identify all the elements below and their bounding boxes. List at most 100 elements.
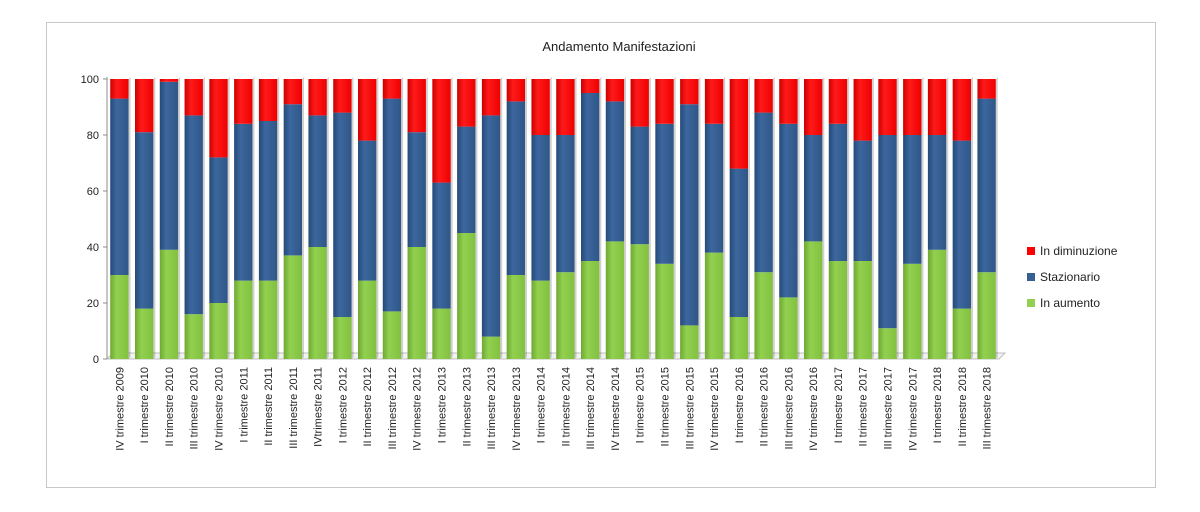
- bar-stazionario: [432, 182, 451, 309]
- bar-in-diminuzione: [556, 79, 575, 135]
- x-category-label: I trimestre 2011: [238, 367, 250, 443]
- bar-in-diminuzione: [828, 79, 848, 124]
- x-category-label: III trimestre 2018: [982, 367, 994, 450]
- x-category-label: II trimestre 2017: [858, 367, 870, 446]
- bar-side-edge: [500, 77, 503, 359]
- bar-stazionario: [655, 123, 674, 264]
- x-category-label: II trimestre 2018: [957, 367, 969, 446]
- bar-side-edge: [896, 77, 899, 359]
- bar-stazionario: [878, 135, 897, 329]
- bar-in-aumento: [630, 244, 649, 359]
- bar-stazionario: [457, 126, 476, 233]
- bar-in-diminuzione: [878, 79, 897, 135]
- bar-in-aumento: [432, 308, 451, 359]
- bar-in-diminuzione: [159, 79, 179, 82]
- legend-swatch-stazionario: [1027, 273, 1035, 281]
- bar-in-aumento: [531, 280, 550, 359]
- bar-in-diminuzione: [704, 79, 724, 124]
- bar-stazionario: [258, 121, 278, 281]
- bar-in-diminuzione: [234, 79, 253, 124]
- bar-side-edge: [822, 77, 825, 359]
- bar-side-edge: [797, 77, 800, 359]
- bar-stazionario: [209, 157, 228, 303]
- bar-side-edge: [748, 77, 750, 359]
- bar-stazionario: [704, 123, 724, 253]
- bar-stazionario: [184, 115, 203, 315]
- bar-in-aumento: [977, 272, 996, 359]
- bar-in-diminuzione: [457, 79, 476, 127]
- x-category-label: III trimestre 2010: [189, 367, 201, 450]
- bar-side-edge: [971, 77, 973, 359]
- bar-in-aumento: [407, 247, 426, 359]
- bar-side-edge: [425, 77, 428, 359]
- bar-in-aumento: [853, 261, 872, 359]
- x-category-label: I trimestre 2018: [932, 367, 944, 443]
- bar-stazionario: [779, 123, 798, 298]
- bar-in-diminuzione: [283, 79, 303, 105]
- x-category-label: IV trimestre 2017: [907, 367, 919, 451]
- bar-side-edge: [946, 77, 949, 359]
- x-category-label: I trimestre 2016: [734, 367, 746, 443]
- bar-in-diminuzione: [581, 79, 600, 93]
- chart-title: Andamento Manifestazioni: [542, 39, 695, 54]
- bar-in-aumento: [754, 272, 773, 359]
- bar-stazionario: [927, 135, 947, 250]
- bar-in-diminuzione: [779, 79, 798, 124]
- bar-stazionario: [234, 123, 253, 281]
- bar-side-edge: [178, 77, 181, 359]
- bar-in-diminuzione: [952, 79, 972, 141]
- y-tick-label: 100: [81, 74, 99, 86]
- bar-stazionario: [977, 98, 996, 273]
- x-category-labels: IV trimestre 2009 I trimestre 2010 II trim…: [114, 367, 993, 451]
- bar-side-edge: [401, 77, 404, 359]
- x-category-label: I trimestre 2017: [833, 367, 845, 443]
- y-tick-label: 40: [87, 242, 99, 254]
- x-category-label: IV trimestre 2012: [412, 367, 424, 451]
- chart-frame: Andamento Manifestazioni 0 20 40 60 80 100 IV…: [46, 22, 1156, 488]
- x-category-label: II trimestre 2013: [461, 367, 473, 446]
- legend: In diminuzione Stazionario In aumento: [1027, 244, 1118, 310]
- bar-stazionario: [680, 104, 699, 326]
- y-tick-label: 80: [87, 130, 99, 142]
- bar-in-aumento: [135, 308, 154, 359]
- bar-stazionario: [556, 135, 575, 273]
- bar-stazionario: [853, 140, 872, 261]
- bar-in-diminuzione: [382, 79, 402, 99]
- bar-in-aumento: [927, 249, 947, 359]
- x-category-label: IV trimestre 2010: [214, 367, 226, 451]
- x-category-label: II trimestre 2012: [362, 367, 374, 446]
- bar-stazionario: [754, 112, 773, 273]
- bar-in-aumento: [729, 317, 749, 359]
- bar-in-diminuzione: [358, 79, 377, 141]
- bar-in-aumento: [110, 275, 129, 359]
- x-category-label: I trimestre 2015: [635, 367, 647, 443]
- bar-stazionario: [407, 132, 426, 247]
- bar-side-edge: [128, 77, 131, 359]
- bar-in-diminuzione: [630, 79, 649, 127]
- bar-in-aumento: [680, 325, 699, 359]
- bar-side-edge: [574, 77, 577, 359]
- bar-stazionario: [581, 93, 600, 261]
- x-category-label: III trimestre 2012: [387, 367, 399, 450]
- bar-in-aumento: [333, 317, 352, 359]
- x-category-label: II trimestre 2010: [164, 367, 176, 446]
- bar-side-edge: [871, 77, 874, 359]
- bar-in-aumento: [184, 314, 203, 359]
- bar-stazionario: [729, 168, 749, 317]
- bar-side-edge: [648, 77, 651, 359]
- x-category-label: II trimestre 2014: [560, 367, 572, 446]
- x-category-label: III trimestre 2014: [585, 367, 597, 450]
- bar-side-edge: [847, 77, 850, 359]
- bar-stazionario: [828, 123, 848, 261]
- bar-in-aumento: [382, 311, 402, 359]
- bar-in-aumento: [704, 252, 724, 359]
- bar-in-aumento: [209, 303, 228, 359]
- bar-side-edge: [772, 77, 775, 359]
- bar-side-edge: [252, 77, 255, 359]
- bar-in-aumento: [234, 280, 253, 359]
- bar-in-diminuzione: [407, 79, 426, 133]
- bar-in-diminuzione: [481, 79, 501, 116]
- bar-side-edge: [698, 77, 701, 359]
- bar-side-edge: [673, 77, 676, 359]
- x-category-label: IV trimestre 2016: [808, 367, 820, 451]
